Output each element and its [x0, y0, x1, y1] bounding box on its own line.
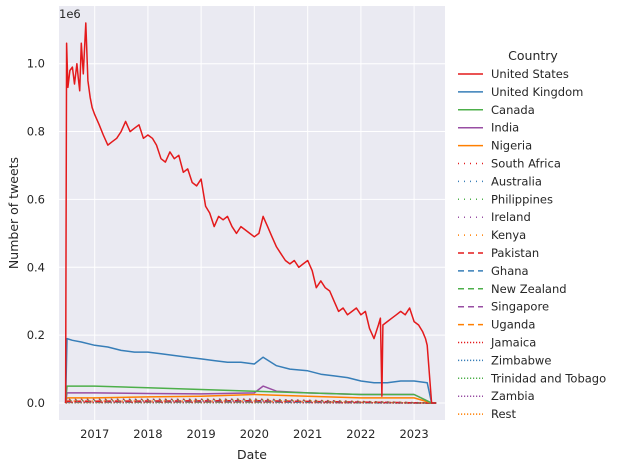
- x-tick-label: 2018: [133, 427, 162, 441]
- y-tick-labels: 0.0 0.2 0.4 0.6 0.8 1.0: [27, 57, 45, 410]
- series-line-rest: [64, 400, 437, 404]
- legend-label: India: [491, 121, 519, 135]
- y-tick-label: 0.0: [27, 396, 45, 410]
- legend-label: Australia: [491, 174, 542, 188]
- legend-label: Rest: [491, 407, 517, 421]
- y-tick-label: 0.8: [27, 125, 45, 139]
- legend-label: Kenya: [491, 228, 526, 242]
- series-line-united-states: [64, 22, 437, 404]
- x-gridlines: [94, 6, 415, 420]
- legend-label: Ireland: [491, 210, 531, 224]
- legend-title: Country: [508, 48, 558, 63]
- legend-label: Zimbabwe: [491, 353, 551, 367]
- legend-items: United States United Kingdom Canada India Ni…: [458, 67, 606, 421]
- y-tick-label: 0.6: [27, 192, 45, 206]
- series-lines: [64, 22, 437, 404]
- y-axis-label: Number of tweets: [6, 157, 21, 269]
- y-tick-label: 0.4: [27, 260, 45, 274]
- x-tick-labels: 2017 2018 2019 2020 2021 2022 2023: [80, 427, 429, 441]
- legend-label: Philippines: [491, 192, 553, 206]
- y-tick-label: 0.2: [27, 328, 45, 342]
- x-tick-label: 2020: [240, 427, 269, 441]
- legend: Country United States United Kingdom Canad…: [458, 48, 606, 421]
- series-line-nigeria: [64, 393, 437, 404]
- x-tick-label: 2017: [80, 427, 109, 441]
- legend-label: Pakistan: [491, 246, 539, 260]
- plot-background: [59, 6, 445, 420]
- legend-label: South Africa: [491, 157, 561, 171]
- legend-label: United States: [491, 67, 569, 81]
- y-offset-text: 1e6: [59, 7, 81, 21]
- legend-label: Nigeria: [491, 139, 532, 153]
- legend-label: Singapore: [491, 300, 549, 314]
- legend-label: Zambia: [491, 389, 535, 403]
- x-tick-label: 2023: [399, 427, 428, 441]
- y-tick-label: 1.0: [27, 57, 45, 71]
- x-tick-label: 2019: [186, 427, 215, 441]
- legend-label: Jamaica: [490, 336, 536, 350]
- x-tick-label: 2021: [293, 427, 322, 441]
- legend-label: New Zealand: [491, 282, 567, 296]
- series-line-canada: [64, 385, 437, 404]
- legend-label: United Kingdom: [491, 85, 583, 99]
- legend-label: Canada: [491, 103, 535, 117]
- series-line-united-kingdom: [64, 337, 437, 404]
- x-tick-label: 2022: [346, 427, 375, 441]
- legend-label: Trinidad and Tobago: [490, 371, 606, 385]
- x-axis-label: Date: [237, 447, 267, 462]
- legend-label: Uganda: [491, 318, 535, 332]
- legend-label: Ghana: [491, 264, 529, 278]
